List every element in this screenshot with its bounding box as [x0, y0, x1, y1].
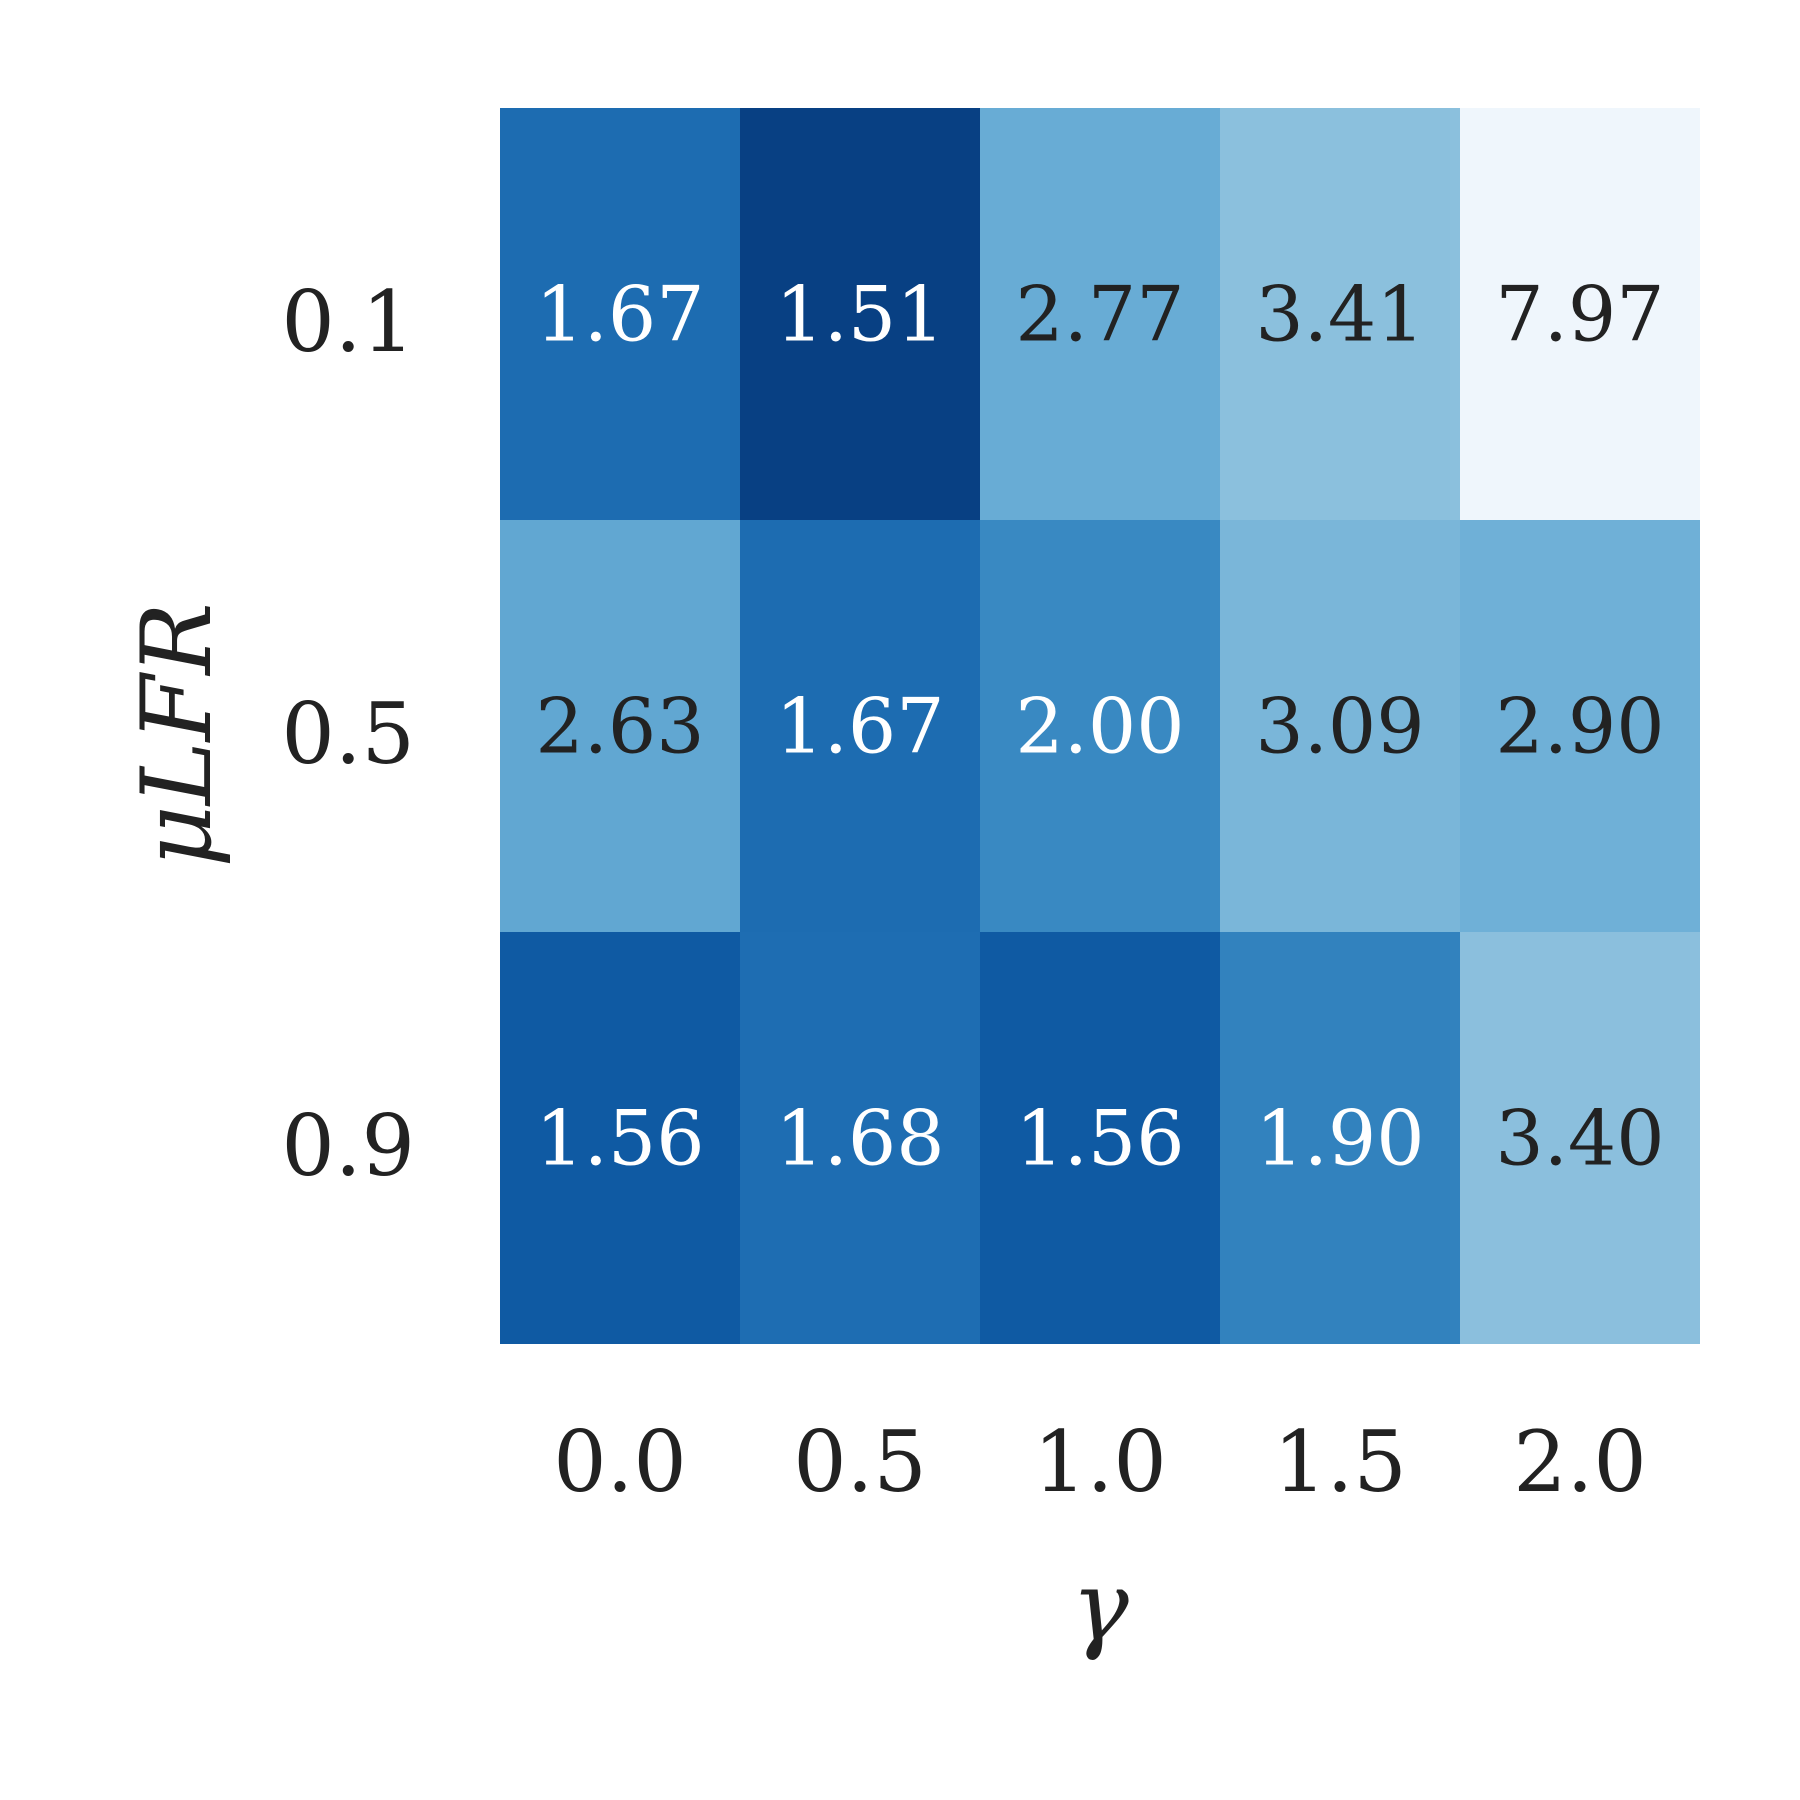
heatmap-cell-r2-c1 [740, 932, 980, 1344]
heatmap-cell-labels: 1.67 1.51 2.77 3.41 7.97 2.63 1.67 2.00 3.09 2.90… [535, 270, 1664, 1183]
cell-value-label: 2.77 [1015, 270, 1184, 359]
cell-value-label: 1.56 [535, 1094, 704, 1183]
heatmap-cell-r2-c3 [1220, 932, 1460, 1344]
heatmap-cell-r1-c1 [740, 520, 980, 932]
heatmap-cell-r1-c4 [1460, 520, 1700, 932]
x-tick-label: 0.0 [553, 1413, 687, 1511]
x-tick-label: 1.0 [1033, 1413, 1167, 1511]
y-tick-label: 0.5 [281, 685, 415, 783]
x-tick-label: 2.0 [1513, 1413, 1647, 1511]
cell-value-label: 2.00 [1015, 682, 1184, 771]
cell-value-label: 1.67 [535, 270, 704, 359]
x-tick-label: 1.5 [1273, 1413, 1407, 1511]
cell-value-label: 1.56 [1015, 1094, 1184, 1183]
y-axis-title: μLFR [121, 602, 233, 867]
heatmap-cell-r1-c3 [1220, 520, 1460, 932]
y-tick-labels: 0.1 0.5 0.9 [281, 273, 415, 1195]
x-tick-labels: 0.0 0.5 1.0 1.5 2.0 [553, 1413, 1647, 1511]
heatmap-cell-r0-c1 [740, 108, 980, 520]
heatmap-cell-r0-c4 [1460, 108, 1700, 520]
heatmap-cells [500, 108, 1700, 1344]
cell-value-label: 1.90 [1255, 1094, 1424, 1183]
cell-value-label: 3.41 [1255, 270, 1424, 359]
heatmap-cell-r1-c0 [500, 520, 740, 932]
heatmap-cell-r1-c2 [980, 520, 1220, 932]
cell-value-label: 3.09 [1255, 682, 1424, 771]
y-tick-label: 0.9 [281, 1097, 415, 1195]
cell-value-label: 1.68 [775, 1094, 944, 1183]
cell-value-label: 3.40 [1495, 1094, 1664, 1183]
heatmap-cell-r2-c4 [1460, 932, 1700, 1344]
heatmap-cell-r2-c0 [500, 932, 740, 1344]
heatmap-cell-r2-c2 [980, 932, 1220, 1344]
cell-value-label: 1.67 [775, 682, 944, 771]
cell-value-label: 2.90 [1495, 682, 1664, 771]
cell-value-label: 1.51 [775, 270, 944, 359]
cell-value-label: 2.63 [535, 682, 704, 771]
x-axis-title: γ [1071, 1551, 1129, 1663]
heatmap-cell-r0-c2 [980, 108, 1220, 520]
y-tick-label: 0.1 [281, 273, 415, 371]
x-tick-label: 0.5 [793, 1413, 927, 1511]
heatmap-cell-r0-c0 [500, 108, 740, 520]
cell-value-label: 7.97 [1495, 270, 1664, 359]
heatmap-cell-r0-c3 [1220, 108, 1460, 520]
